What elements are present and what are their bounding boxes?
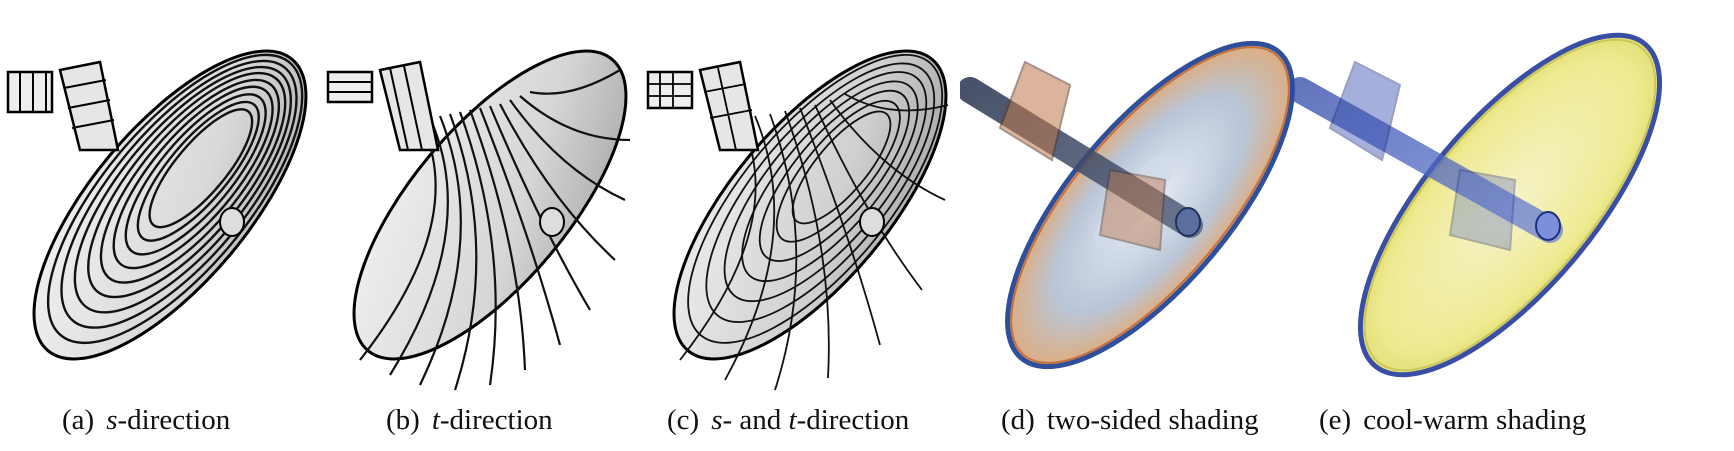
panel-e	[1290, 0, 1730, 451]
caption-variable: t	[432, 404, 440, 436]
caption-tag: (e)	[1319, 404, 1351, 436]
panel-d-image	[960, 0, 1320, 400]
panel-b	[320, 0, 660, 451]
caption-text: cool-warm shading	[1363, 404, 1586, 436]
caption-variable: t	[789, 404, 797, 436]
caption-d: (d) two-sided shading	[1001, 404, 1259, 437]
panel-d	[960, 0, 1320, 451]
caption-b: (b) t-direction	[386, 404, 553, 437]
pipe-stem	[8, 62, 118, 150]
panel-b-image	[320, 0, 660, 400]
pipe-stem	[648, 62, 758, 150]
knob	[220, 208, 244, 236]
disc-surface	[640, 9, 980, 400]
panel-a-image	[0, 0, 340, 400]
disc-surface	[0, 9, 340, 400]
caption-tag: (c)	[667, 404, 699, 436]
caption-variable: s	[711, 404, 722, 436]
caption-text: -direction	[117, 404, 230, 436]
caption-tag: (a)	[62, 404, 94, 436]
caption-c: (c) s- and t-direction	[667, 404, 909, 437]
caption-e: (e) cool-warm shading	[1319, 404, 1586, 437]
pipe-stem	[328, 62, 438, 150]
disc-surface	[320, 9, 660, 400]
caption-text: two-sided shading	[1047, 404, 1259, 436]
panel-a	[0, 0, 340, 451]
caption-tag: (d)	[1001, 404, 1035, 436]
caption-text: - and	[722, 404, 788, 436]
caption-a: (a) s-direction	[62, 404, 230, 437]
caption-text: -direction	[797, 404, 910, 436]
panel-c	[640, 0, 980, 451]
panel-e-image	[1290, 0, 1730, 400]
caption-text: -direction	[440, 404, 553, 436]
knob	[540, 208, 564, 236]
panel-c-image	[640, 0, 980, 400]
caption-variable: s	[106, 404, 117, 436]
caption-tag: (b)	[386, 404, 420, 436]
knob	[860, 208, 884, 236]
